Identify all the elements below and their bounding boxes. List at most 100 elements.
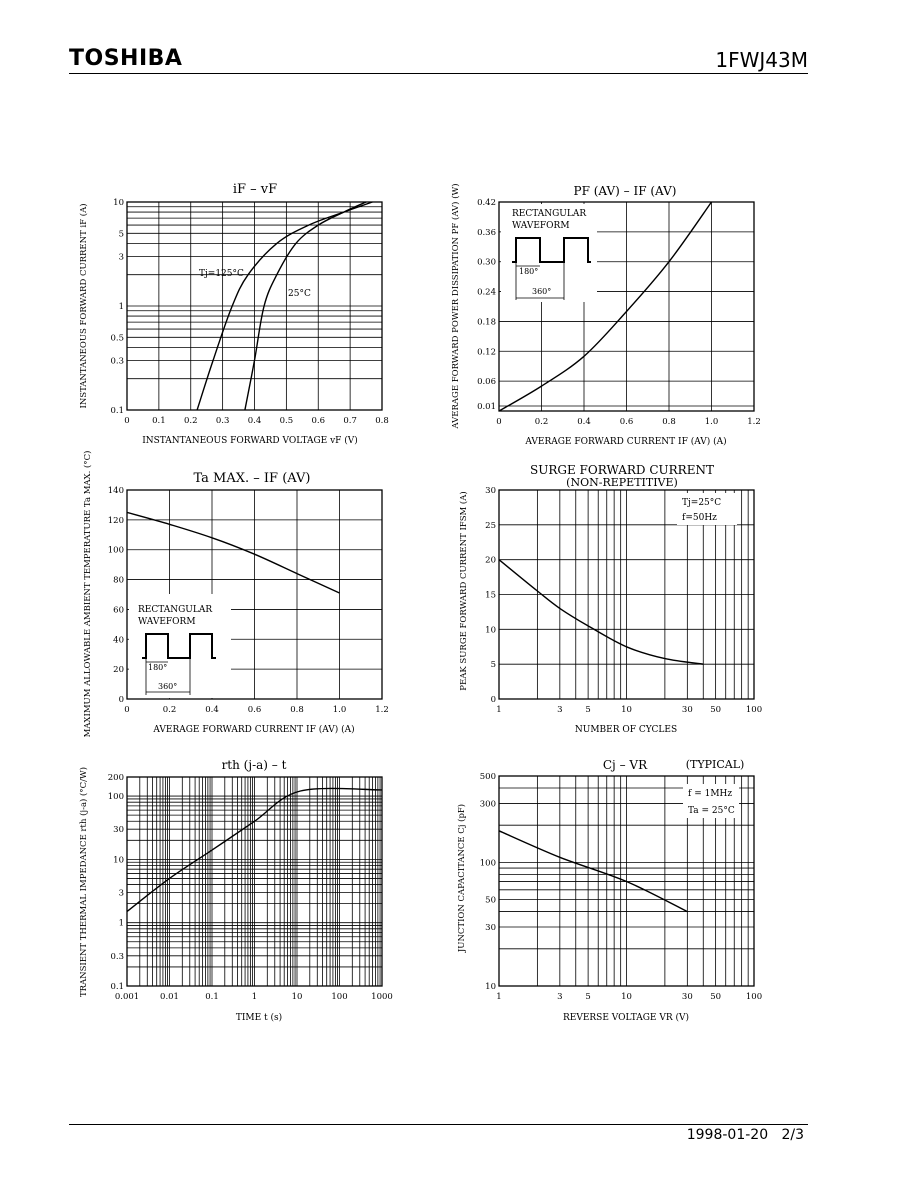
chart4-ytick-label: 5 [491,660,496,670]
chart1-xtick-label: 0.7 [343,416,357,426]
chart3-xtick-label: 0 [124,705,129,715]
footer-page: 2/3 [781,1127,804,1143]
chart3-xtick-label: 0.6 [248,705,262,715]
chart1-series1-label: Tj=125°C [199,269,244,279]
chart5-xtick-label: 0.1 [205,992,219,1002]
chart2-title: PF (AV) – IF (AV) [574,184,677,198]
chart4-ytick-label: 0 [491,695,496,705]
chart4-xtick-label: 10 [621,705,632,715]
chart6-xtick-label: 100 [746,992,762,1002]
chart2-inset-line2: WAVEFORM [512,221,570,231]
chart4-ytick-label: 15 [485,591,496,601]
chart6-xtick-label: 50 [710,992,721,1002]
chart1-xtick-label: 0.8 [375,416,389,426]
chart5-frame [126,776,383,987]
chart1-x-ticks: 0 0.1 0.2 0.3 0.4 0.5 0.6 0.7 0.8 [124,416,388,426]
chart5-ylabel: TRANSIENT THERMAL IMPEDANCE rth (j-a) (°… [78,767,89,997]
chart3-series [126,511,340,594]
chart5-x-ticks: 0.001 0.01 0.1 1 10 100 1000 [115,992,393,1002]
brand-logo: TOSHIBA [69,46,183,71]
chart6-ytick-label: 30 [485,923,496,933]
chart2-xtick-label: 1.2 [747,417,761,427]
chart1-grid [126,201,383,411]
chart3-x-ticks: 0 0.2 0.4 0.6 0.8 1.0 1.2 [124,705,388,715]
chart6-y-ticks: 10 30 50 100 300 500 [480,772,496,992]
chart4-x-ticks: 1 3 5 10 30 50 100 [496,705,762,715]
chart4-notes-bg [677,493,737,525]
chart6-ytick-label: 500 [480,772,496,782]
chart6-ytick-label: 100 [480,858,496,868]
chart2-series [498,201,713,412]
chart6-ytick-label: 50 [485,896,496,906]
chart5-grid [126,776,383,987]
chart1-xtick-label: 0.3 [216,416,230,426]
chart4-frame [498,489,755,700]
footer-rule [69,1124,808,1125]
chart2-inset-angle2: 360° [532,287,551,296]
chart1-ytick-label: 5 [119,229,124,239]
chart3-ytick-label: 140 [108,486,124,496]
chart3-xtick-label: 0.4 [205,705,219,715]
chart3-waveform-inset: RECTANGULAR WAVEFORM 180° 360° [129,594,231,698]
chart1-y-ticks: 0.1 0.3 0.5 1 3 5 10 [110,198,124,416]
chart4-xtick-label: 30 [682,705,693,715]
chart1-ytick-label: 1 [119,302,124,312]
chart3-xtick-label: 0.8 [290,705,304,715]
chart2-frame [498,201,755,412]
chart5-xtick-label: 10 [292,992,303,1002]
chart4-xtick-label: 5 [585,705,590,715]
chart1-xtick-label: 0 [124,416,129,426]
chart1-series2-label: 25°C [288,289,311,299]
chart4-series [498,559,704,665]
chart2-series-line [498,201,713,412]
chart6-title: Cj – VR [603,758,648,772]
chart2-waveform-inset: RECTANGULAR WAVEFORM 180° 360° [501,204,597,302]
chart5-xtick-label: 0.01 [160,992,179,1002]
chart2-y-ticks: 0.01 0.06 0.12 0.18 0.24 0.30 0.36 0.42 [477,198,496,412]
chart4-series-line [498,559,704,665]
chart1-ylabel: INSTANTANEOUS FORWARD CURRENT iF (A) [78,203,89,408]
chart4-y-ticks: 0 5 10 15 20 25 30 [485,486,496,705]
chart5-ytick-label: 0.3 [110,952,124,962]
chart1-ytick-label: 0.3 [110,356,124,366]
chart6-xtick-label: 1 [496,992,501,1002]
chart4-xtick-label: 3 [557,705,562,715]
chart5-ytick-label: 0.1 [110,982,124,992]
chart6-x-ticks: 1 3 5 10 30 50 100 [496,992,762,1002]
chart1-xtick-label: 0.5 [280,416,294,426]
chart6-ytick-label: 300 [480,799,496,809]
chart6-note1: f = 1MHz [688,789,732,799]
chart4-title: SURGE FORWARD CURRENT [530,463,714,477]
chart3-inset-wave [142,633,216,659]
chart5-series-line [126,787,383,913]
chart3-ytick-label: 80 [113,576,124,586]
chart5-ytick-label: 200 [108,773,124,783]
chart1-xtick-label: 0.4 [248,416,262,426]
chart-cj-vr: Cj – VR (TYPICAL) 1 3 5 10 30 50 100 10 30 50 100… [456,758,762,1023]
chart6-ytick-label: 10 [485,982,496,992]
chart1-frame [126,201,383,411]
chart5-series [126,787,383,913]
chart4-xtick-label: 1 [496,705,501,715]
chart1-xtick-label: 0.6 [311,416,325,426]
chart1-ytick-label: 0.1 [110,406,124,416]
chart3-ytick-label: 120 [108,516,124,526]
chart1-series-line [244,201,367,411]
chart3-inset-line2: WAVEFORM [138,617,196,627]
chart1-ytick-label: 0.5 [110,333,124,343]
chart4-ytick-label: 20 [485,556,496,566]
chart2-xtick-label: 0.4 [577,417,591,427]
chart2-ytick-label: 0.42 [477,198,496,208]
chart6-series-line [498,830,688,913]
chart3-xtick-label: 0.2 [163,705,177,715]
chart2-ytick-label: 0.18 [477,317,496,327]
part-number: 1FWJ43M [715,48,808,72]
chart6-xlabel: REVERSE VOLTAGE VR (V) [563,1012,689,1023]
chart5-ytick-label: 30 [113,825,124,835]
chart4-xtick-label: 50 [710,705,721,715]
chart6-subtitle: (TYPICAL) [686,758,745,771]
chart3-frame [126,489,383,700]
chart4-xlabel: NUMBER OF CYCLES [575,725,677,735]
chart4-subtitle: (NON-REPETITIVE) [566,476,678,489]
